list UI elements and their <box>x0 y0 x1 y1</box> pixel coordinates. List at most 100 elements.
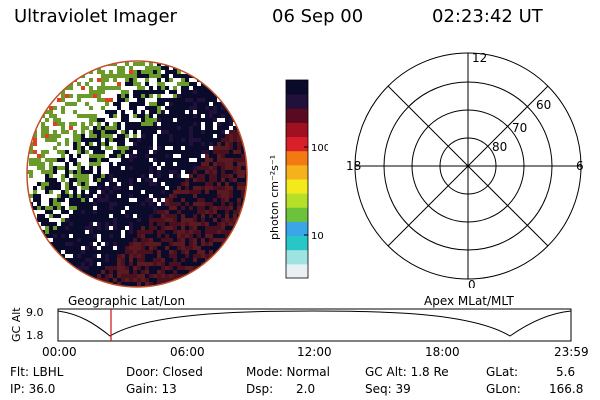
auroral-pixel <box>161 178 165 182</box>
auroral-pixel <box>61 238 65 242</box>
auroral-pixel <box>229 238 233 242</box>
auroral-pixel <box>149 142 153 146</box>
auroral-pixel <box>153 130 157 134</box>
auroral-pixel <box>101 270 105 274</box>
auroral-pixel <box>101 202 105 206</box>
auroral-pixel <box>157 78 161 82</box>
auroral-pixel <box>205 66 209 70</box>
auroral-pixel <box>105 230 109 234</box>
auroral-pixel <box>189 146 193 150</box>
auroral-pixel <box>101 61 105 62</box>
auroral-pixel <box>149 278 153 282</box>
auroral-pixel <box>27 138 29 142</box>
auroral-pixel <box>73 86 77 90</box>
auroral-pixel <box>141 174 145 178</box>
auroral-pixel <box>41 182 45 186</box>
auroral-pixel <box>125 70 129 74</box>
auroral-pixel <box>133 74 137 78</box>
auroral-pixel <box>49 166 53 170</box>
auroral-pixel <box>177 238 181 242</box>
auroral-pixel <box>53 218 57 222</box>
auroral-pixel <box>141 86 145 90</box>
auroral-pixel <box>213 222 217 226</box>
auroral-pixel <box>153 178 157 182</box>
auroral-pixel <box>217 230 221 234</box>
auroral-pixel <box>53 90 57 94</box>
auroral-pixel <box>245 206 247 210</box>
auroral-pixel <box>185 266 189 270</box>
auroral-pixel <box>105 126 109 130</box>
auroral-pixel <box>129 278 133 282</box>
auroral-pixel <box>45 74 49 78</box>
auroral-pixel <box>37 214 41 218</box>
auroral-pixel <box>209 61 213 62</box>
auroral-pixel <box>49 106 53 110</box>
auroral-pixel <box>129 90 133 94</box>
auroral-pixel <box>161 154 165 158</box>
auroral-pixel <box>225 138 229 142</box>
auroral-pixel <box>93 178 97 182</box>
auroral-pixel <box>161 162 165 166</box>
auroral-pixel <box>137 162 141 166</box>
auroral-pixel <box>165 146 169 150</box>
auroral-pixel <box>89 146 93 150</box>
auroral-pixel <box>225 142 229 146</box>
auroral-pixel <box>113 202 117 206</box>
auroral-pixel <box>57 142 61 146</box>
auroral-pixel <box>29 90 33 94</box>
auroral-pixel <box>153 278 157 282</box>
auroral-pixel <box>121 166 125 170</box>
auroral-pixel <box>241 238 245 242</box>
auroral-pixel <box>125 170 129 174</box>
auroral-pixel <box>237 98 241 102</box>
auroral-pixel <box>185 170 189 174</box>
auroral-pixel <box>181 250 185 254</box>
image-title: Ultraviolet Imager <box>14 6 177 27</box>
auroral-pixel <box>237 222 241 226</box>
auroral-pixel <box>61 98 65 102</box>
auroral-pixel <box>149 98 153 102</box>
auroral-pixel <box>197 146 201 150</box>
auroral-pixel <box>53 214 57 218</box>
auroral-pixel <box>37 206 41 210</box>
auroral-pixel <box>101 118 105 122</box>
auroral-pixel <box>245 234 247 238</box>
auroral-pixel <box>241 162 245 166</box>
auroral-pixel <box>53 142 57 146</box>
auroral-pixel <box>173 102 177 106</box>
auroral-pixel <box>49 90 53 94</box>
auroral-pixel <box>53 74 57 78</box>
auroral-pixel <box>217 242 221 246</box>
auroral-pixel <box>193 274 197 278</box>
auroral-pixel <box>65 198 69 202</box>
auroral-pixel <box>137 90 141 94</box>
auroral-pixel <box>225 62 229 66</box>
auroral-pixel <box>85 282 89 286</box>
auroral-pixel <box>189 86 193 90</box>
auroral-pixel <box>137 254 141 258</box>
auroral-pixel <box>165 278 169 282</box>
auroral-pixel <box>185 90 189 94</box>
auroral-pixel <box>201 286 205 287</box>
auroral-pixel <box>65 254 69 258</box>
auroral-pixel <box>41 61 45 62</box>
auroral-pixel <box>65 234 69 238</box>
auroral-pixel <box>89 198 93 202</box>
auroral-pixel <box>209 198 213 202</box>
auroral-pixel <box>245 202 247 206</box>
auroral-pixel <box>37 198 41 202</box>
auroral-pixel <box>27 218 29 222</box>
auroral-pixel <box>85 102 89 106</box>
auroral-pixel <box>209 114 213 118</box>
auroral-pixel <box>89 134 93 138</box>
auroral-pixel <box>105 130 109 134</box>
auroral-pixel <box>177 122 181 126</box>
auroral-pixel <box>233 246 237 250</box>
auroral-pixel <box>117 230 121 234</box>
auroral-pixel <box>193 202 197 206</box>
auroral-pixel <box>27 74 29 78</box>
auroral-pixel <box>41 150 45 154</box>
auroral-pixel <box>29 70 33 74</box>
auroral-pixel <box>225 174 229 178</box>
auroral-pixel <box>213 210 217 214</box>
